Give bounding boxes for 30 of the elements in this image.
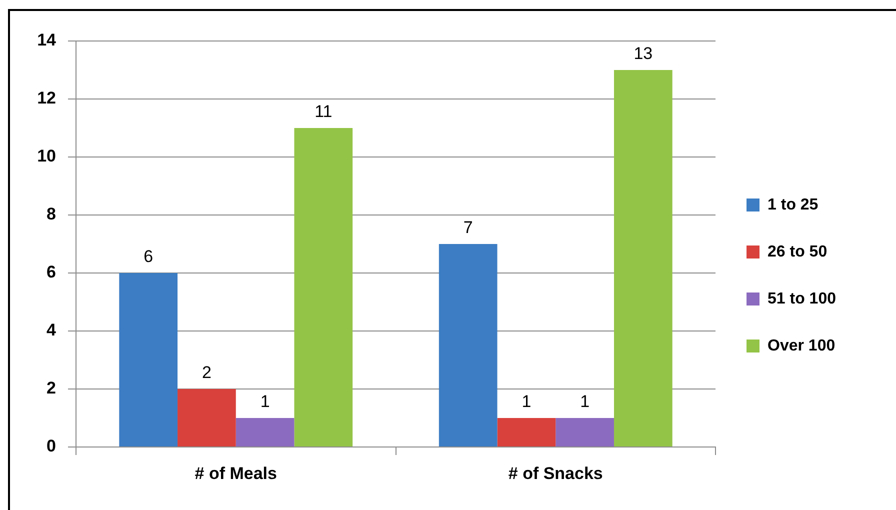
data-label: 7 — [463, 218, 473, 238]
data-label: 1 — [580, 392, 590, 412]
y-tick-label: 2 — [46, 378, 56, 398]
y-tick-label: 6 — [46, 262, 56, 282]
legend-label: Over 100 — [768, 337, 836, 354]
x-tick-label: # of Meals — [194, 464, 277, 483]
bar — [556, 418, 614, 446]
data-label: 1 — [260, 392, 270, 412]
bar — [178, 389, 236, 446]
y-tick-label: 12 — [37, 88, 56, 108]
data-label: 2 — [202, 363, 212, 382]
y-tick-label: 8 — [46, 204, 56, 224]
bar — [294, 128, 353, 446]
data-label: 13 — [634, 44, 653, 64]
x-tick-label: # of Snacks — [508, 464, 603, 483]
data-label: 6 — [144, 247, 154, 266]
bar — [614, 70, 672, 446]
legend-label: 51 to 100 — [768, 290, 836, 308]
y-tick-label: 4 — [46, 320, 57, 340]
bar — [236, 418, 294, 446]
y-tick-label: 14 — [37, 30, 57, 50]
y-tick-label: 10 — [37, 146, 56, 166]
legend-label: 1 to 25 — [768, 196, 818, 214]
bar — [119, 273, 178, 446]
data-label: 11 — [314, 102, 332, 122]
bar — [438, 244, 498, 446]
legend-label: 26 to 50 — [768, 243, 828, 260]
data-label: 1 — [522, 392, 532, 412]
y-tick-label: 0 — [46, 436, 56, 456]
bar — [497, 418, 556, 446]
